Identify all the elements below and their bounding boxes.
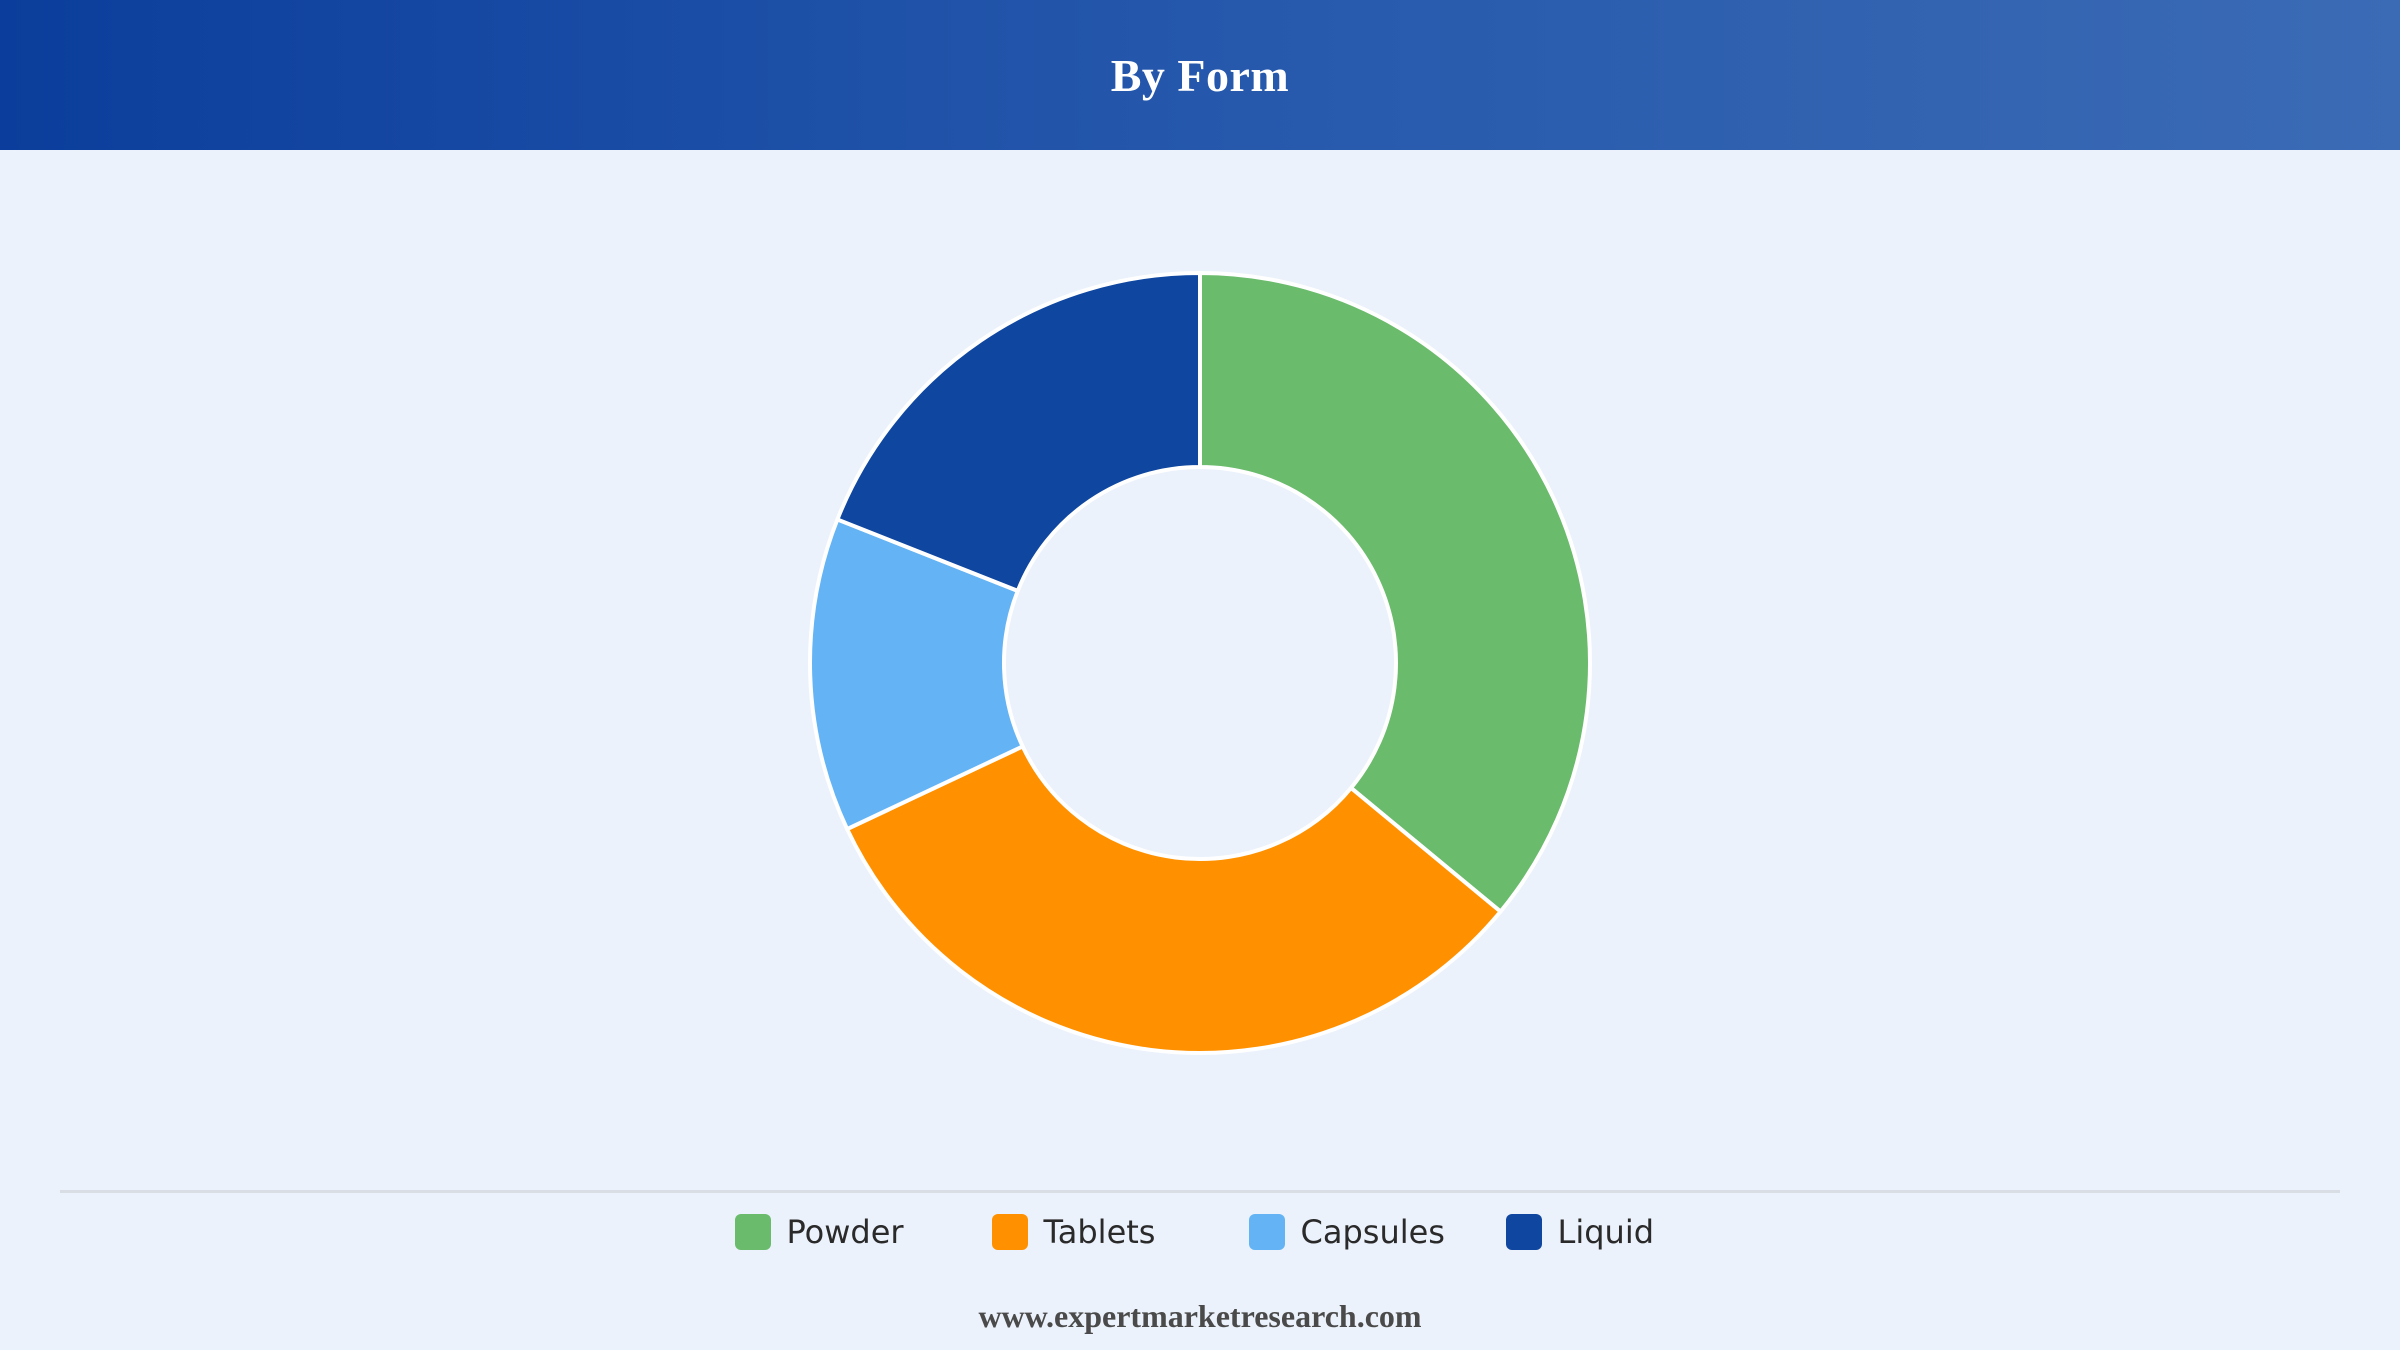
legend-label-tablets: Tablets [1044, 1213, 1156, 1251]
legend: Powder Tablets Capsules Liquid [0, 1208, 2400, 1256]
chart-area [0, 150, 2400, 1190]
legend-label-powder: Powder [787, 1213, 904, 1251]
legend-swatch-tablets [992, 1214, 1028, 1250]
legend-divider [60, 1190, 2340, 1193]
legend-item-liquid[interactable]: Liquid [1506, 1208, 1666, 1256]
donut-chart [0, 150, 2400, 1190]
source-url: www.expertmarketresearch.com [0, 1298, 2400, 1335]
legend-swatch-capsules [1249, 1214, 1285, 1250]
legend-item-tablets[interactable]: Tablets [992, 1208, 1249, 1256]
chart-title: By Form [1111, 49, 1290, 102]
legend-label-capsules: Capsules [1301, 1213, 1445, 1251]
legend-swatch-powder [735, 1214, 771, 1250]
header-banner: By Form [0, 0, 2400, 150]
legend-swatch-liquid [1506, 1214, 1542, 1250]
legend-label-liquid: Liquid [1558, 1213, 1655, 1251]
slice-powder[interactable] [1200, 273, 1590, 912]
legend-item-powder[interactable]: Powder [735, 1208, 992, 1256]
legend-item-capsules[interactable]: Capsules [1249, 1208, 1506, 1256]
